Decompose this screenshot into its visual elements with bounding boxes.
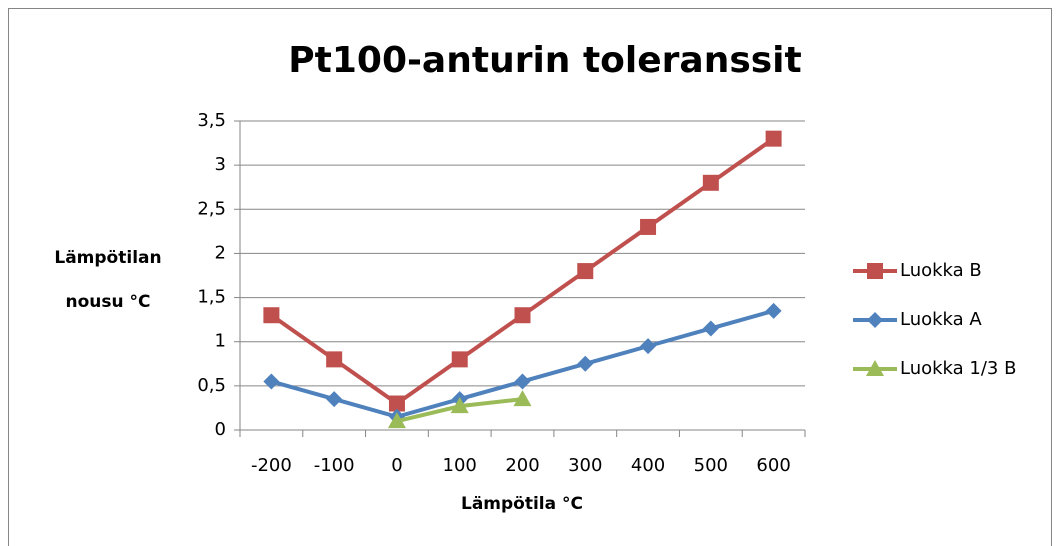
marker <box>867 312 883 328</box>
marker <box>514 307 531 324</box>
legend-entry: Luokka B <box>853 260 982 281</box>
marker <box>326 351 343 368</box>
y-tick-label: 2 <box>215 242 226 263</box>
x-tick-label: -200 <box>251 455 292 476</box>
x-tick-label: 500 <box>694 455 728 476</box>
y-tick-label: 0,5 <box>197 375 226 396</box>
legend-label: Luokka B <box>900 260 982 281</box>
y-tick-label: 3 <box>215 154 226 175</box>
x-tick-label: -100 <box>314 455 355 476</box>
legend-label: Luokka 1/3 B <box>900 358 1016 379</box>
marker <box>765 130 782 147</box>
x-tick-label: 300 <box>568 455 602 476</box>
legend-label: Luokka A <box>900 309 982 330</box>
x-tick-label: 100 <box>443 455 477 476</box>
x-tick-label: 600 <box>756 455 790 476</box>
marker <box>867 263 883 279</box>
marker <box>263 307 280 324</box>
marker <box>577 263 594 280</box>
marker <box>326 391 343 408</box>
legend-entry: Luokka A <box>853 309 982 330</box>
marker <box>451 351 468 368</box>
marker <box>702 174 719 191</box>
marker <box>765 302 782 319</box>
marker <box>263 373 280 390</box>
y-axis-label: nousu °C <box>66 292 151 312</box>
chart-title: Pt100-anturin toleranssit <box>288 40 801 81</box>
y-tick-label: 3,5 <box>197 110 226 131</box>
y-tick-label: 1,5 <box>197 287 226 308</box>
x-axis-label: Lämpötila °C <box>461 494 583 514</box>
y-axis-label: Lämpötilan <box>54 248 161 268</box>
marker <box>514 373 531 390</box>
marker <box>513 390 532 407</box>
y-tick-label: 1 <box>215 331 226 352</box>
marker <box>450 397 469 414</box>
marker <box>388 395 405 412</box>
legend-entry: Luokka 1/3 B <box>853 358 1016 379</box>
marker <box>640 338 657 355</box>
y-tick-label: 2,5 <box>197 198 226 219</box>
marker <box>866 360 884 376</box>
marker <box>702 320 719 337</box>
x-tick-label: 200 <box>505 455 539 476</box>
x-tick-label: 0 <box>391 455 402 476</box>
marker <box>640 218 657 235</box>
marker <box>577 355 594 372</box>
marker <box>387 412 406 429</box>
y-tick-label: 0 <box>215 419 226 440</box>
x-tick-label: 400 <box>631 455 665 476</box>
